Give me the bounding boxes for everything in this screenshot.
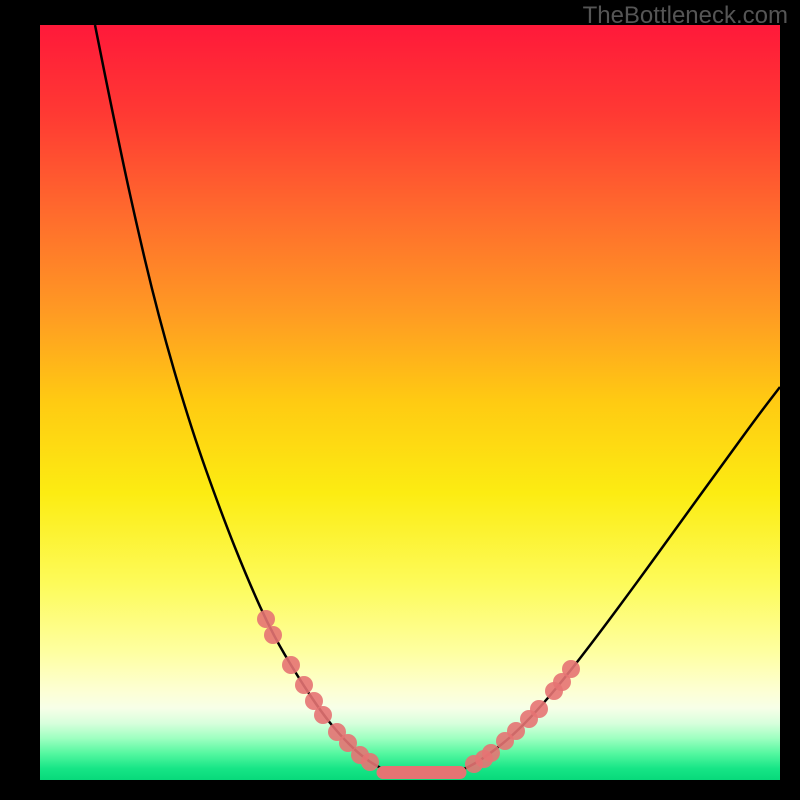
marker-point xyxy=(295,676,313,694)
marker-point xyxy=(361,753,379,771)
chart-stage: TheBottleneck.com xyxy=(0,0,800,800)
plot-background xyxy=(40,25,780,780)
marker-point xyxy=(482,744,500,762)
marker-point xyxy=(264,626,282,644)
plot-svg xyxy=(40,25,780,780)
marker-point xyxy=(257,610,275,628)
marker-point xyxy=(282,656,300,674)
marker-point xyxy=(562,660,580,678)
marker-point xyxy=(314,706,332,724)
marker-point xyxy=(530,700,548,718)
